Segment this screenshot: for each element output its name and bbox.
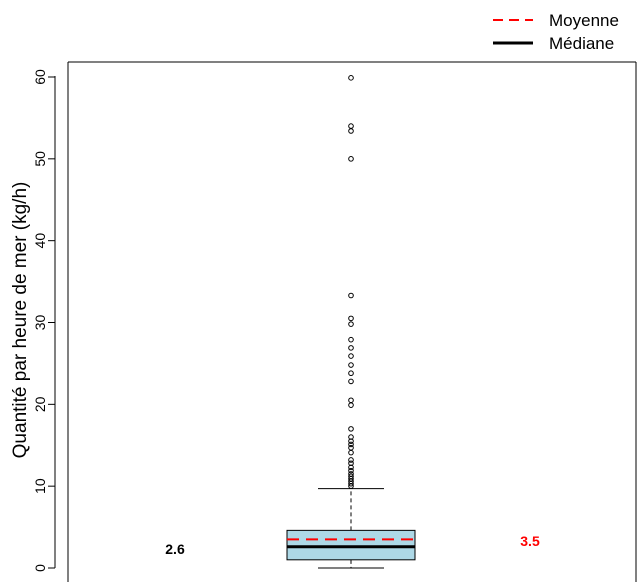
y-axis-label: Quantité par heure de mer (kg/h) — [10, 182, 31, 459]
y-tick-label: 40 — [32, 233, 48, 249]
outlier-point — [348, 464, 354, 471]
y-tick-label: 50 — [32, 151, 48, 167]
outlier-points — [348, 75, 354, 489]
y-tick-label: 60 — [32, 69, 48, 85]
outlier-point — [348, 438, 354, 444]
y-tick-label: 10 — [32, 478, 48, 494]
median-value-label: 2.6 — [165, 541, 185, 557]
outlier-point — [348, 156, 354, 162]
mean-value-label: 3.5 — [520, 533, 540, 549]
outlier-point — [348, 362, 354, 368]
outlier-point — [348, 473, 354, 480]
y-tick-label: 0 — [32, 564, 48, 572]
legend-mean-label: Moyenne — [549, 11, 619, 30]
outlier-point — [348, 441, 354, 448]
outlier-point — [348, 444, 354, 451]
outlier-point — [348, 345, 354, 351]
outlier-point — [348, 128, 354, 134]
y-tick-label: 30 — [32, 315, 48, 331]
outlier-point — [348, 321, 354, 327]
outlier-point — [348, 457, 354, 463]
outlier-point — [348, 370, 354, 377]
legend: Moyenne Médiane — [493, 11, 619, 53]
outlier-point — [348, 378, 354, 385]
outlier-point — [348, 353, 354, 359]
outlier-point — [348, 402, 354, 408]
outlier-point — [348, 75, 354, 81]
outlier-point — [348, 397, 354, 404]
outlier-point — [348, 123, 354, 129]
outlier-point — [348, 471, 354, 477]
y-tick-label: 20 — [32, 396, 48, 412]
outlier-point — [348, 336, 354, 343]
y-ticks: 0 10 20 30 40 50 60 — [32, 69, 55, 572]
outlier-point — [348, 426, 354, 432]
outlier-point — [348, 434, 354, 440]
legend-median-label: Médiane — [549, 34, 614, 53]
outlier-point — [348, 449, 354, 456]
outlier-point — [348, 460, 354, 467]
iqr-box — [286, 529, 416, 561]
outlier-point — [348, 292, 354, 299]
outlier-point — [348, 467, 354, 474]
outlier-point — [348, 315, 354, 322]
